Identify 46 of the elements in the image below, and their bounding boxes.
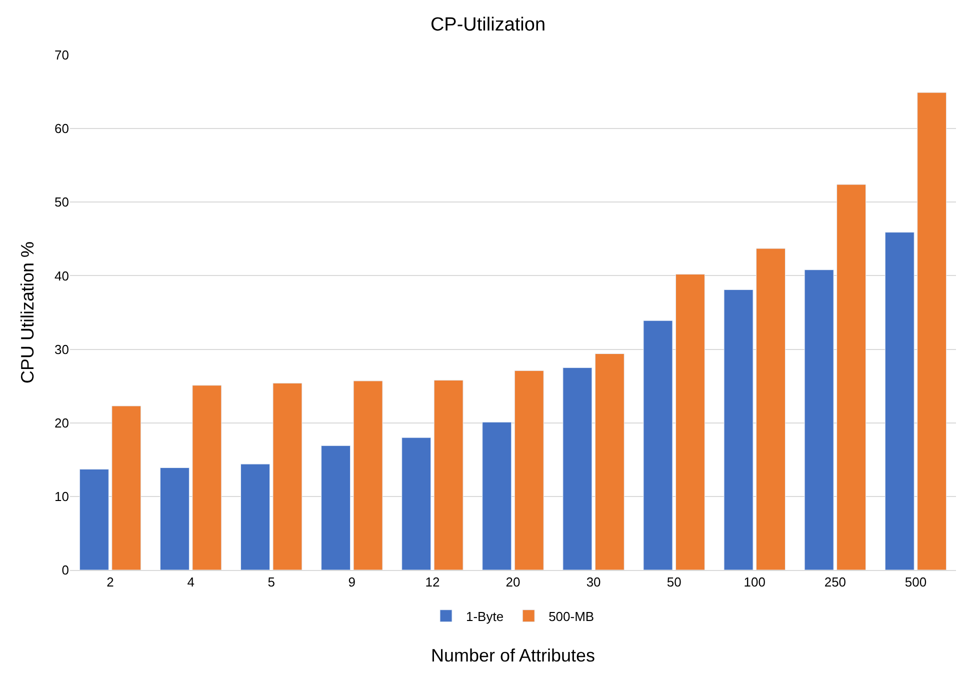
chart-title: CP-Utilization [430, 14, 546, 36]
y-tick-label: 50 [54, 194, 69, 210]
y-axis-title: CPU Utilization % [18, 241, 38, 384]
y-tick-label: 60 [54, 121, 69, 136]
x-tick-label: 100 [744, 574, 766, 590]
x-tick-label: 250 [824, 574, 846, 590]
bar [594, 353, 624, 570]
bar [917, 92, 947, 570]
bar [643, 320, 673, 570]
y-tick-label: 0 [62, 562, 69, 578]
bar [240, 464, 270, 570]
bar [562, 367, 592, 570]
bar [402, 437, 432, 570]
bar [756, 248, 786, 570]
x-tick-label: 9 [348, 574, 356, 590]
x-tick-label: 500 [904, 574, 927, 590]
bar [321, 445, 351, 570]
bar [192, 385, 222, 570]
bar [514, 370, 544, 570]
bar [804, 270, 834, 570]
y-tick-label: 30 [54, 342, 69, 357]
legend-label: 500-MB [548, 608, 594, 624]
x-tick-label: 30 [586, 574, 601, 590]
x-tick-label: 12 [425, 574, 440, 590]
bar [112, 406, 142, 570]
y-tick-label: 20 [54, 415, 69, 430]
bar [79, 468, 109, 570]
bar [353, 380, 383, 570]
x-tick-label: 50 [666, 574, 682, 590]
bar [272, 382, 302, 570]
y-tick-label: 10 [54, 488, 69, 504]
bar [724, 289, 754, 570]
x-tick-label: 2 [106, 574, 114, 590]
bar [434, 380, 464, 570]
x-tick-label: 5 [268, 574, 275, 590]
bar [482, 422, 512, 570]
bar [836, 184, 866, 570]
bar [160, 467, 190, 570]
bar [675, 274, 705, 570]
y-tick-label: 40 [54, 268, 69, 284]
y-tick-label: 70 [54, 48, 69, 63]
x-tick-label: 20 [506, 574, 520, 590]
legend-label: 1-Byte [466, 608, 504, 624]
x-axis-title: Number of Attributes [430, 646, 596, 666]
x-tick-label: 4 [187, 574, 194, 590]
bar [884, 232, 914, 570]
